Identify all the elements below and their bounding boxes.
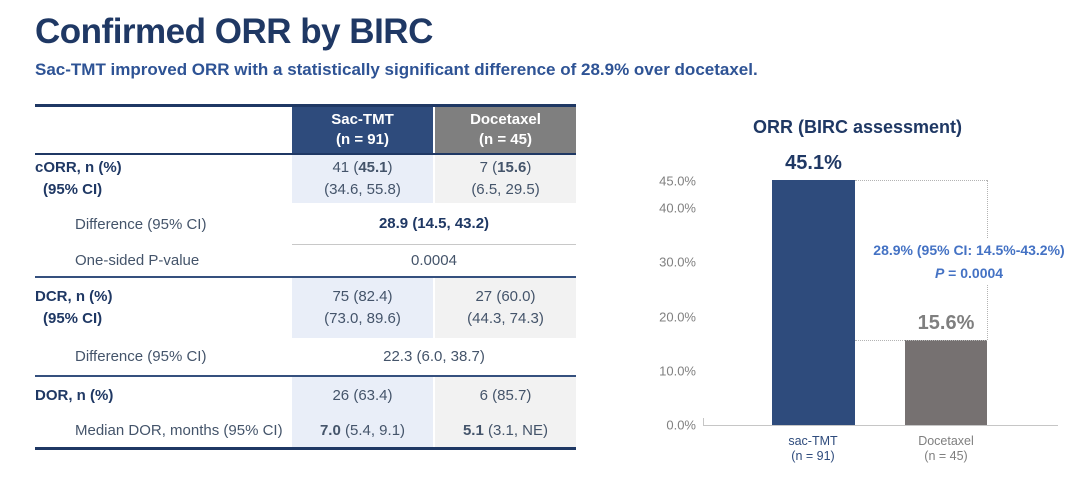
corr-label-line2: (95% CI) <box>43 181 103 198</box>
dor-median-label: Median DOR, months (95% CI) <box>75 421 283 439</box>
y-tick-label: 40.0% <box>659 200 696 216</box>
corr-sac-value: 41 (45.1) (34.6, 55.8) <box>292 155 433 203</box>
dor-sac-value: 26 (63.4) <box>292 377 433 413</box>
dcr-diff-value: 22.3 (6.0, 38.7) <box>383 348 485 365</box>
header-sac-name: Sac-TMT <box>331 111 394 128</box>
dcr-label: DCR, n (%) (95% CI) <box>35 278 292 338</box>
orr-bar-chart: ORR (BIRC assessment) 0.0% 10.0% 20.0% 30.0… <box>640 100 1075 475</box>
x-axis-line <box>703 425 1058 426</box>
corr-sac-n: 41 (45.1) <box>332 159 393 176</box>
row-dcr: DCR, n (%) (95% CI) 75 (82.4) (73.0, 89.… <box>35 278 576 338</box>
dor-median-doc-value: 5.1 (3.1, NE) <box>433 413 576 447</box>
x-axis-origin-tick <box>703 418 704 425</box>
row-dor: DOR, n (%) 26 (63.4) 6 (85.7) <box>35 377 576 413</box>
page-subtitle: Sac-TMT improved ORR with a statisticall… <box>35 60 758 79</box>
bar-docetaxel <box>905 340 987 425</box>
corr-diff-label: Difference (95% CI) <box>75 215 207 233</box>
bar-label-sac-tmt: 45.1% <box>785 152 842 175</box>
x-category-sac-tmt: sac-TMT (n = 91) <box>788 434 838 463</box>
dor-median-sac-value: 7.0 (5.4, 9.1) <box>292 413 433 447</box>
annotation-p-line: P = 0.0004 <box>934 265 1004 282</box>
y-tick-label: 20.0% <box>659 309 696 325</box>
chart-title: ORR (BIRC assessment) <box>752 117 963 137</box>
y-tick-label: 30.0% <box>659 254 696 270</box>
dcr-label-line2: (95% CI) <box>43 310 103 327</box>
x-category-docetaxel: Docetaxel (n = 45) <box>918 434 974 463</box>
corr-label: cORR, n (%) (95% CI) <box>35 155 292 203</box>
bracket-line-bottom <box>855 340 987 342</box>
difference-annotation: 28.9% (95% CI: 14.5%-43.2%) P = 0.0004 <box>869 239 1069 286</box>
header-sac-tmt: Sac-TMT (n = 91) <box>292 107 433 153</box>
dcr-sac-value: 75 (82.4) (73.0, 89.6) <box>292 278 433 338</box>
header-sac-n: (n = 91) <box>336 131 389 148</box>
y-tick-label: 0.0% <box>666 417 696 433</box>
dcr-doc-n: 27 (60.0) <box>475 288 536 305</box>
corr-doc-ci: (6.5, 29.5) <box>471 181 540 198</box>
header-doc-name: Docetaxel <box>470 111 541 128</box>
header-doc-n: (n = 45) <box>479 131 532 148</box>
header-empty-cell <box>35 107 292 153</box>
corr-pvalue-label: One-sided P-value <box>75 252 200 269</box>
corr-sac-ci: (34.6, 55.8) <box>324 181 401 198</box>
row-dcr-difference: Difference (95% CI) 22.3 (6.0, 38.7) <box>35 338 576 375</box>
y-tick-label: 10.0% <box>659 363 696 379</box>
annotation-ci-line: 28.9% (95% CI: 14.5%-43.2%) <box>873 242 1065 258</box>
corr-diff-value: 28.9 (14.5, 43.2) <box>292 203 576 245</box>
row-dor-median: Median DOR, months (95% CI) 7.0 (5.4, 9.… <box>35 413 576 447</box>
corr-pvalue-value: 0.0004 <box>411 252 457 269</box>
section-divider <box>35 375 576 377</box>
dcr-doc-ci: (44.3, 74.3) <box>467 310 544 327</box>
results-table: Sac-TMT (n = 91) Docetaxel (n = 45) cORR… <box>35 104 576 450</box>
y-tick-label: 45.0% <box>659 173 696 189</box>
corr-doc-value: 7 (15.6) (6.5, 29.5) <box>433 155 576 203</box>
row-corr-difference: Difference (95% CI) 28.9 (14.5, 43.2) <box>35 203 576 245</box>
section-divider <box>35 276 576 278</box>
row-corr-pvalue: One-sided P-value 0.0004 <box>35 245 576 276</box>
corr-doc-n: 7 (15.6) <box>479 159 532 176</box>
bar-sac-tmt <box>772 180 855 425</box>
bracket-line-top <box>855 180 987 182</box>
corr-label-line1: cORR, n (%) <box>35 159 122 176</box>
table-header-row: Sac-TMT (n = 91) Docetaxel (n = 45) <box>35 107 576 155</box>
dcr-diff-label: Difference (95% CI) <box>75 348 207 365</box>
page-title: Confirmed ORR by BIRC <box>35 12 433 51</box>
dor-label: DOR, n (%) <box>35 386 114 404</box>
dor-doc-value: 6 (85.7) <box>433 377 576 413</box>
dcr-sac-n: 75 (82.4) <box>332 288 393 305</box>
bar-label-docetaxel: 15.6% <box>917 312 975 335</box>
dcr-doc-value: 27 (60.0) (44.3, 74.3) <box>433 278 576 338</box>
row-corr: cORR, n (%) (95% CI) 41 (45.1) (34.6, 55… <box>35 155 576 203</box>
dcr-sac-ci: (73.0, 89.6) <box>324 310 401 327</box>
dcr-label-line1: DCR, n (%) <box>35 288 113 305</box>
header-docetaxel: Docetaxel (n = 45) <box>433 107 576 153</box>
